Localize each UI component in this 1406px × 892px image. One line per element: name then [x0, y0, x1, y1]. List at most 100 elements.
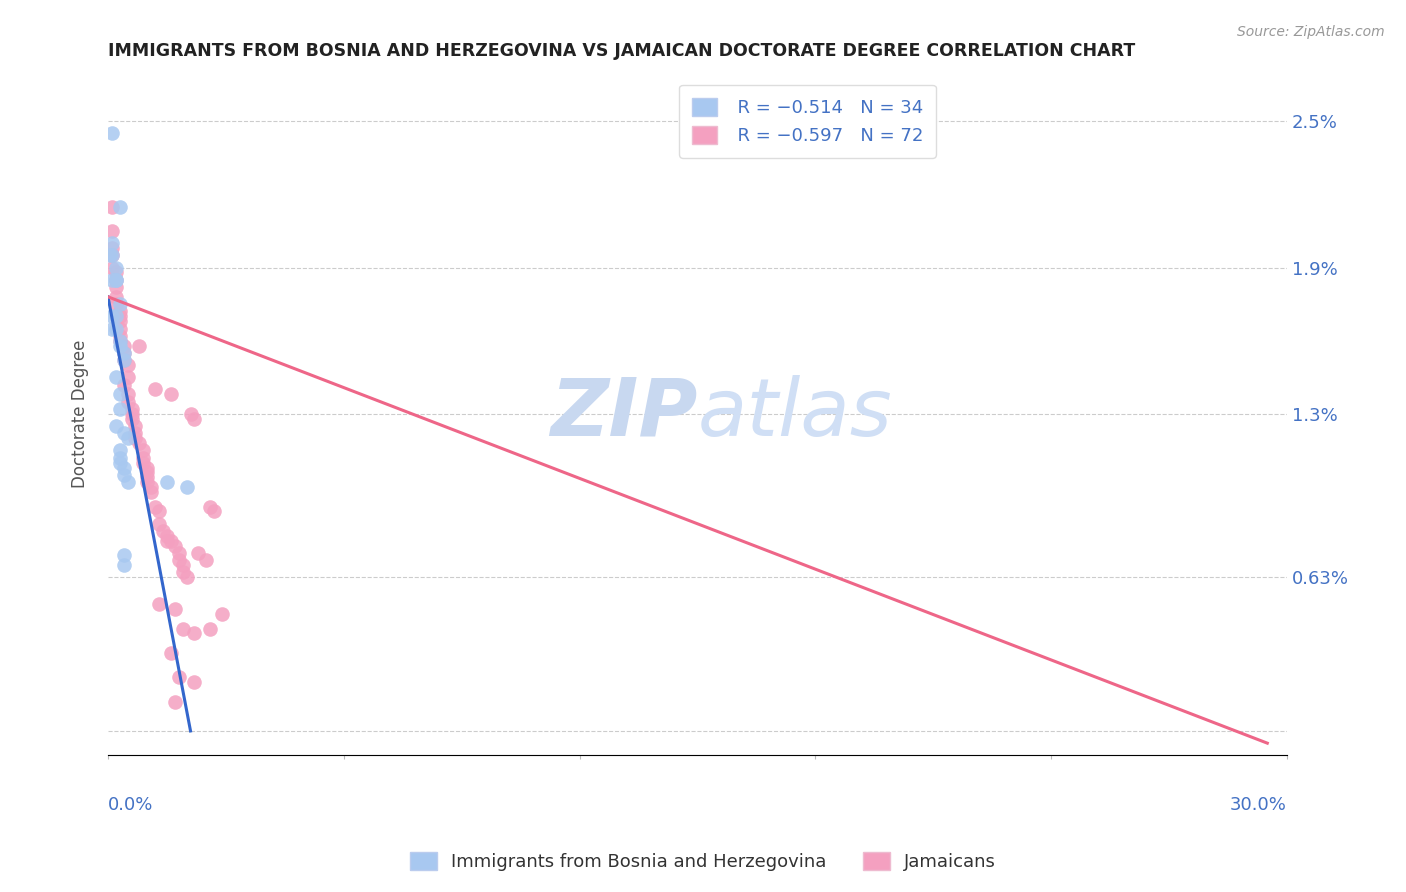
Point [121, 407, 143, 421]
Text: ZIP: ZIP [550, 375, 697, 453]
Point [117, 475, 139, 490]
Point [132, 443, 155, 458]
Text: IMMIGRANTS FROM BOSNIA AND HERZEGOVINA VS JAMAICAN DOCTORATE DEGREE CORRELATION : IMMIGRANTS FROM BOSNIA AND HERZEGOVINA V… [108, 42, 1135, 60]
Point [156, 475, 179, 490]
Point [101, 224, 124, 238]
Point [176, 570, 198, 584]
Point [112, 549, 135, 563]
Point [172, 566, 194, 580]
Point [148, 516, 170, 531]
Point [141, 484, 163, 499]
Point [143, 500, 166, 514]
Text: atlas: atlas [697, 375, 893, 453]
Point [108, 310, 131, 324]
Point [112, 460, 135, 475]
Point [167, 553, 190, 567]
Point [101, 200, 124, 214]
Point [124, 426, 146, 441]
Text: Source: ZipAtlas.com: Source: ZipAtlas.com [1237, 25, 1385, 39]
Point [108, 450, 131, 465]
Point [108, 338, 131, 352]
Point [198, 622, 221, 636]
Point [112, 338, 135, 352]
Point [195, 553, 218, 567]
Point [108, 297, 131, 311]
Point [101, 241, 124, 255]
Legend:   R = −0.514   N = 34,   R = −0.597   N = 72: R = −0.514 N = 34, R = −0.597 N = 72 [679, 85, 936, 158]
Point [198, 500, 221, 514]
Point [132, 450, 155, 465]
Point [163, 602, 186, 616]
Point [104, 290, 127, 304]
Point [112, 353, 135, 368]
Point [160, 646, 183, 660]
Point [136, 466, 159, 480]
Point [104, 273, 127, 287]
Point [104, 297, 127, 311]
Point [101, 236, 124, 251]
Point [117, 431, 139, 445]
Point [136, 470, 159, 484]
Point [101, 127, 124, 141]
Point [121, 411, 143, 425]
Point [128, 338, 150, 352]
Point [121, 402, 143, 417]
Point [104, 265, 127, 279]
Point [202, 504, 225, 518]
Point [104, 370, 127, 384]
Point [108, 200, 131, 214]
Point [104, 321, 127, 335]
Point [136, 475, 159, 490]
Point [101, 310, 124, 324]
Point [163, 539, 186, 553]
Point [117, 358, 139, 372]
Point [156, 529, 179, 543]
Point [108, 334, 131, 348]
Point [143, 383, 166, 397]
Point [104, 280, 127, 294]
Point [187, 546, 209, 560]
Point [101, 248, 124, 262]
Point [167, 670, 190, 684]
Point [108, 443, 131, 458]
Point [176, 480, 198, 494]
Point [156, 533, 179, 548]
Point [112, 558, 135, 573]
Point [108, 334, 131, 348]
Point [117, 394, 139, 409]
Text: 30.0%: 30.0% [1230, 797, 1286, 814]
Point [112, 353, 135, 368]
Point [98, 248, 121, 262]
Point [108, 329, 131, 343]
Point [117, 387, 139, 401]
Point [112, 377, 135, 392]
Point [117, 370, 139, 384]
Point [141, 480, 163, 494]
Point [104, 273, 127, 287]
Point [163, 695, 186, 709]
Point [101, 273, 124, 287]
Point [132, 456, 155, 470]
Point [172, 558, 194, 573]
Point [148, 597, 170, 611]
Point [101, 260, 124, 275]
Point [183, 411, 205, 425]
Point [128, 436, 150, 450]
Point [112, 346, 135, 360]
Point [112, 346, 135, 360]
Point [124, 419, 146, 434]
Point [152, 524, 174, 538]
Point [160, 387, 183, 401]
Point [104, 260, 127, 275]
Point [108, 456, 131, 470]
Point [180, 407, 202, 421]
Point [104, 273, 127, 287]
Point [112, 467, 135, 482]
Point [124, 431, 146, 445]
Text: 0.0%: 0.0% [108, 797, 153, 814]
Legend: Immigrants from Bosnia and Herzegovina, Jamaicans: Immigrants from Bosnia and Herzegovina, … [402, 845, 1004, 879]
Point [136, 460, 159, 475]
Point [183, 626, 205, 640]
Point [112, 426, 135, 441]
Point [160, 533, 183, 548]
